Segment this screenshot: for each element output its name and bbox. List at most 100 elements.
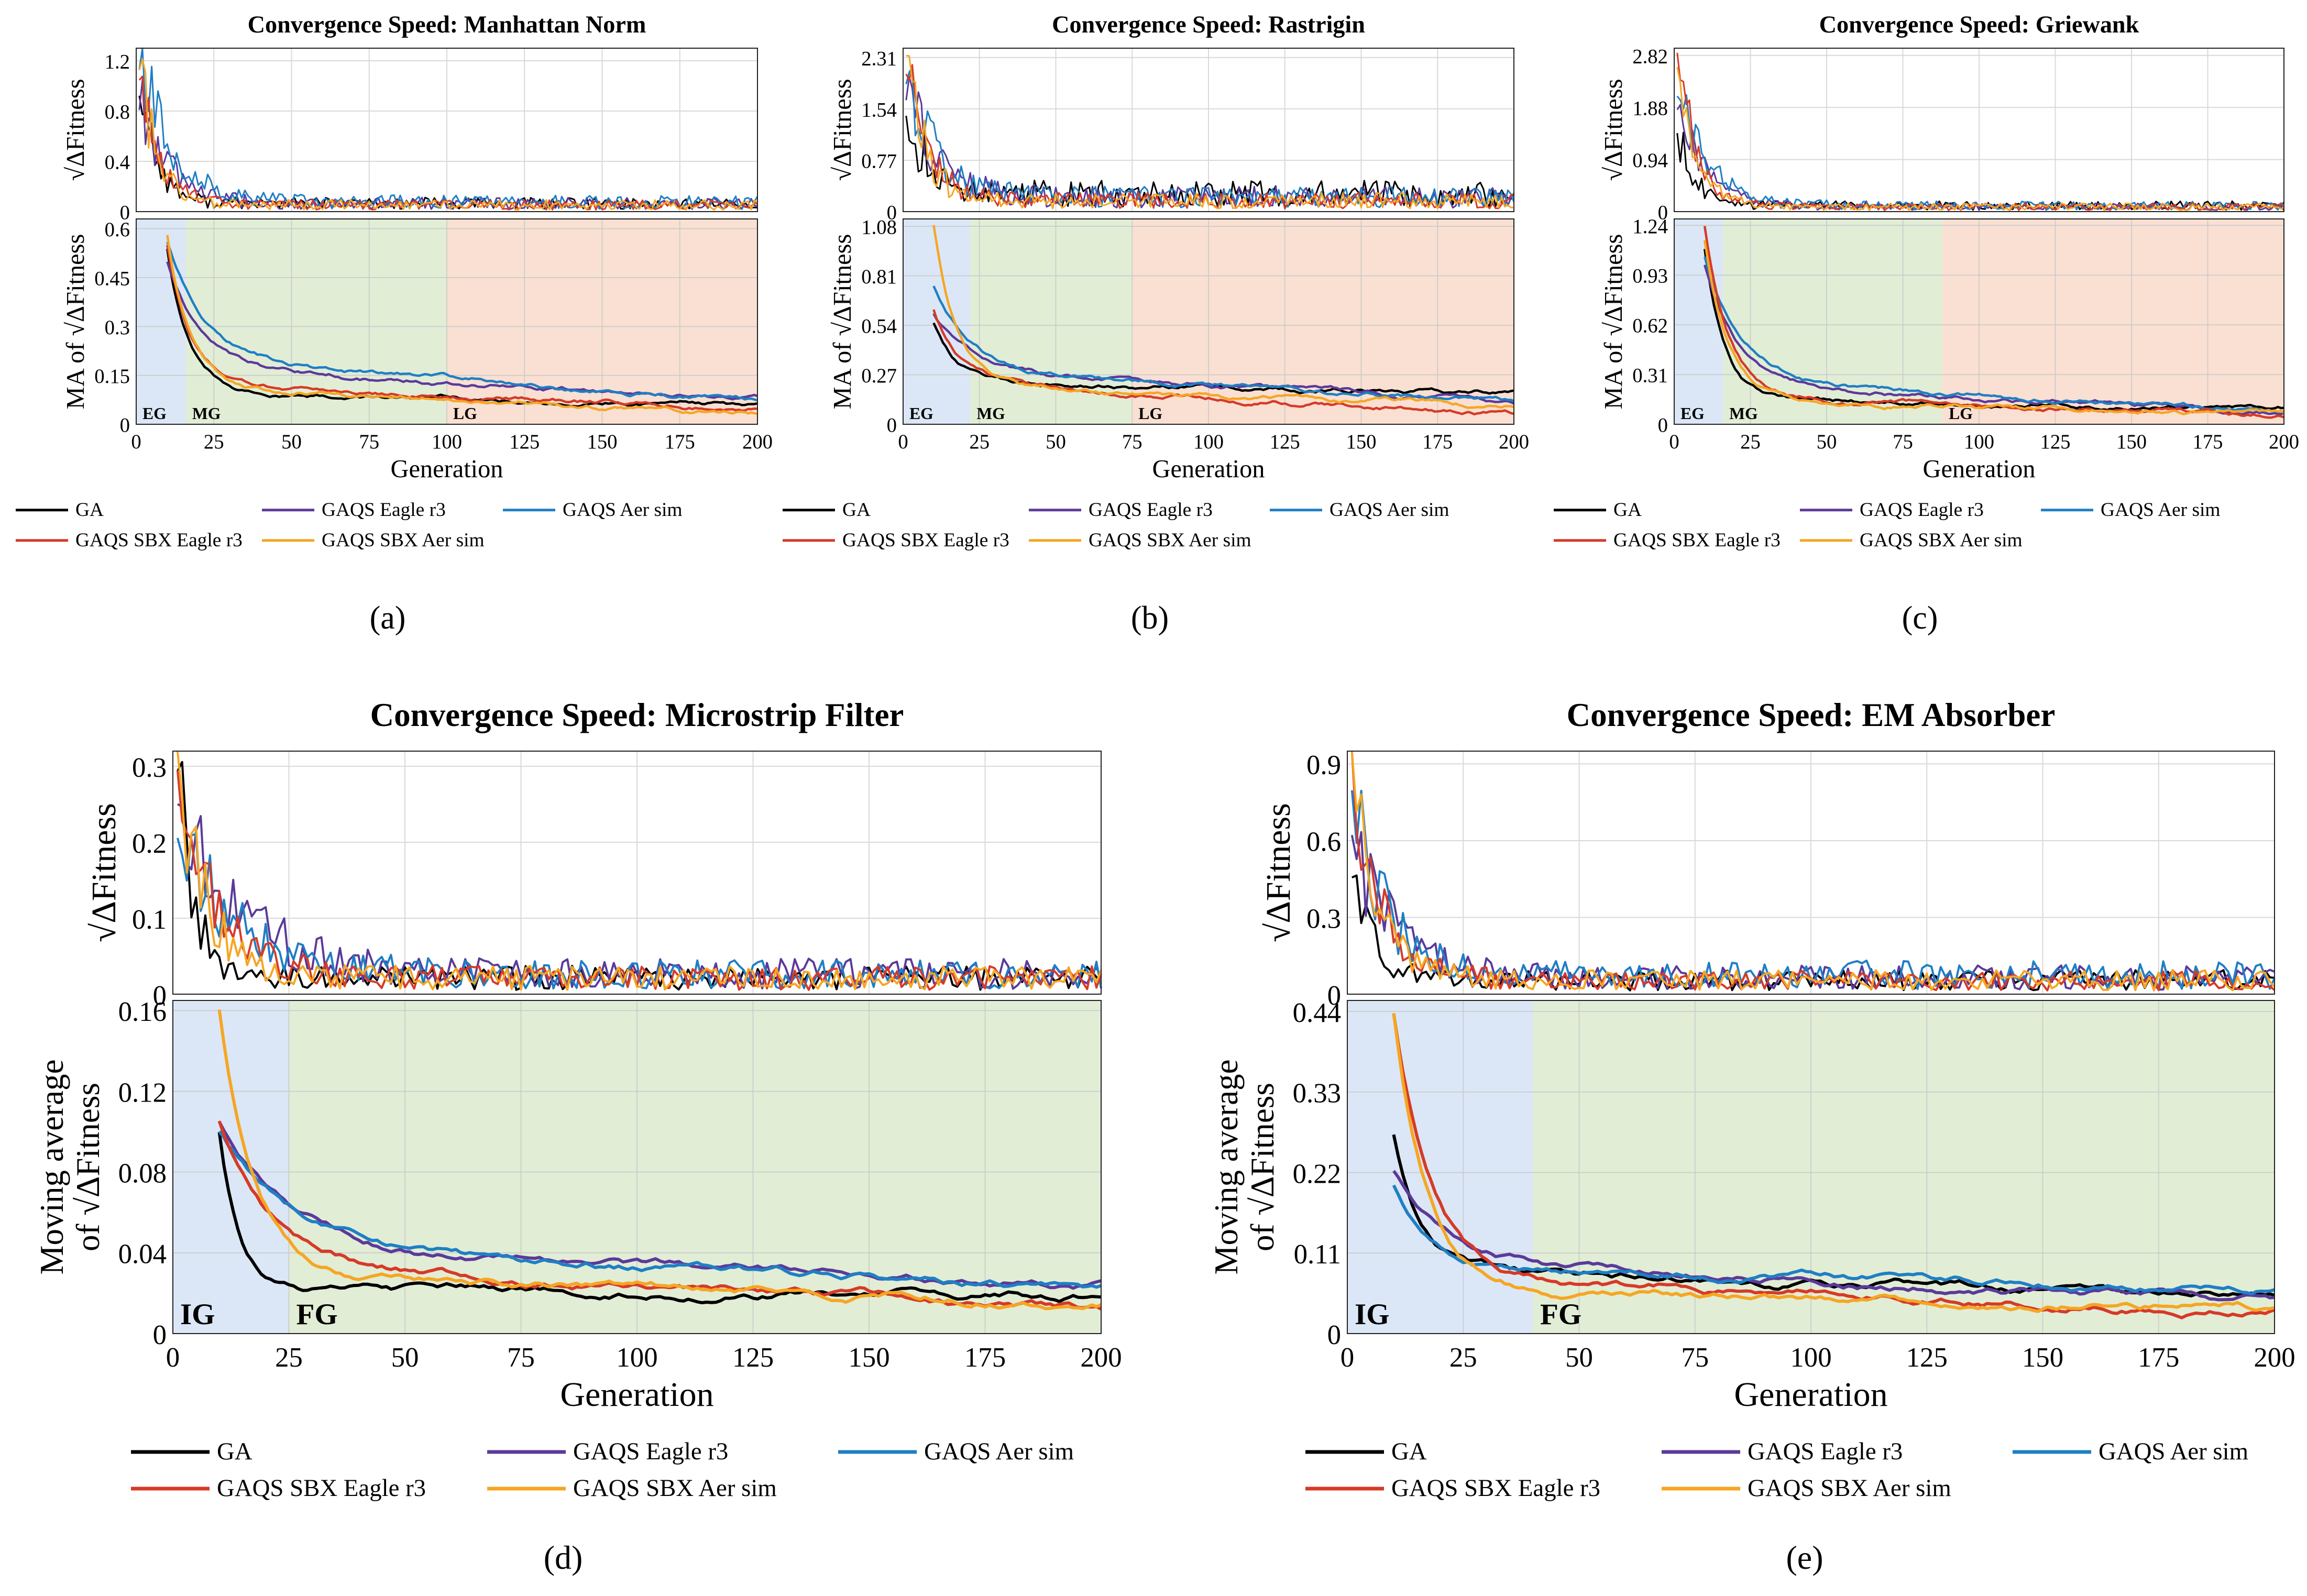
bottom-ytick-label: 0.3 [105,316,130,339]
top-series-ga [905,115,1515,208]
bottom-axes-frame [136,218,758,425]
xtick-label: 100 [432,431,462,453]
legend-label: GA [217,1438,252,1465]
bottom-axes-frame [172,1000,1102,1334]
top-ylabel: √ΔFitness [1600,79,1628,181]
bottom-ytick-label: 0.08 [118,1158,167,1188]
xtick-label: 100 [1193,431,1224,453]
legend: GA GAQS Eagle r3 GAQS Aer sim GAQS SBX Eagl… [1554,499,2221,551]
panel-sublabel: (e) [1786,1539,1823,1576]
legend-label: GA [842,499,871,521]
bottom-ylabel: Moving average of √ΔFitness [34,1059,106,1274]
bottom-ytick-label: 0.93 [1632,265,1668,288]
legend-label: GAQS SBX Eagle r3 [1391,1474,1600,1502]
bottom-ylabel-text: MA of √ΔFitness [62,234,90,410]
ma-series-gaqs-aer-sim [166,241,758,402]
top-ytick-label: 0.77 [861,150,897,172]
ma-series-gaqs-aer-sim [1392,1184,2275,1296]
zone-lg [1942,219,2284,424]
top-series-gaqs-sbx-aer-sim [176,751,1102,991]
xtick-label: 150 [848,1342,889,1373]
bottom-ytick-label: 0.27 [861,365,897,387]
top-ylabel-text: √ΔFitness [829,79,856,181]
panel-sublabel: (a) [370,600,406,636]
top-ytick-label: 2.31 [861,47,897,70]
zone-label-lg: LG [453,404,477,423]
bottom-ytick-label: 0 [120,414,130,437]
xlabel: Generation [1923,455,2036,483]
zone-ig [173,1000,289,1334]
legend-label: GAQS SBX Aer sim [1860,530,2023,551]
zone-eg [1674,219,1723,424]
xtick-label: 200 [1499,431,1529,453]
xtick-label: 100 [616,1342,657,1373]
xtick-label: 75 [507,1342,535,1373]
legend-label: GAQS SBX Aer sim [322,530,485,551]
xtick-label: 125 [1270,431,1300,453]
zone-ig [1347,1000,1533,1334]
ma-series-gaqs-sbx-aer-sim [1703,240,2285,415]
zone-label-mg: MG [976,404,1005,423]
top-ytick-label: 0 [120,202,130,224]
top-series-gaqs-aer-sim [905,67,1515,208]
zone-mg [1723,219,1943,424]
bottom-ytick-label: 0.44 [1293,998,1341,1028]
chart-title: Convergence Speed: Griewank [1819,11,2139,38]
top-ylabel: √ΔFitness [62,79,90,181]
chart-d: Convergence Speed: Microstrip Filter00.1… [34,697,1122,1576]
zone-label-ig: IG [1355,1298,1390,1331]
legend-label: GAQS SBX Eagle r3 [75,530,243,551]
top-ytick-label: 0.1 [132,905,167,935]
top-axes-frame [1674,48,2284,212]
top-series-gaqs-sbx-eagle-r3 [138,75,758,211]
top-ylabel: √ΔFitness [85,803,123,942]
chart-title: Convergence Speed: Manhattan Norm [248,11,646,38]
bottom-ytick-label: 1.08 [861,216,897,239]
xtick-label: 75 [359,431,379,453]
bottom-ylabel-line2: of √ΔFitness [70,1083,106,1251]
chart-title: Convergence Speed: EM Absorber [1567,697,2056,733]
bottom-ylabel-line2: of √ΔFitness [1244,1083,1281,1251]
top-ytick-label: 0 [1658,202,1668,224]
top-ytick-label: 0 [887,202,897,224]
top-ytick-label: 0.94 [1632,149,1668,172]
zone-mg [185,219,447,424]
xtick-label: 150 [2116,431,2147,453]
chart-b: Convergence Speed: Rastrigin 0 0.77 1.54 2.3… [783,11,1529,636]
legend-label: GAQS Eagle r3 [1748,1438,1903,1465]
xtick-label: 50 [391,1342,419,1373]
legend-label: GAQS SBX Aer sim [1089,530,1251,551]
top-ytick-label: 0.8 [105,101,130,124]
bottom-ylabel-line1: Moving average [34,1059,70,1274]
xtick-label: 175 [2138,1342,2179,1373]
zone-label-ig: IG [180,1298,215,1331]
top-series-gaqs-sbx-aer-sim [906,54,1514,210]
top-ytick-label: 0.3 [1306,904,1341,934]
bottom-ytick-label: 0.12 [118,1077,167,1108]
xtick-label: 0 [898,431,908,453]
legend-label: GAQS SBX Aer sim [1748,1474,1951,1502]
xtick-label: 75 [1681,1342,1709,1373]
ma-series-gaqs-sbx-eagle-r3 [166,245,758,412]
xlabel: Generation [560,1375,713,1414]
xtick-label: 25 [1449,1342,1477,1373]
zone-label-fg: FG [1540,1298,1581,1331]
top-ytick-label: 1.54 [861,98,897,121]
top-ytick-label: 2.82 [1632,45,1668,68]
top-series-gaqs-sbx-aer-sim [1676,67,2284,212]
bottom-ytick-label: 0 [1327,1320,1341,1350]
top-ytick-label: 0.9 [1306,750,1341,780]
ma-series-gaqs-sbx-aer-sim [166,235,758,415]
ma-series-gaqs-eagle-r3 [1392,1170,2275,1302]
xtick-label: 25 [275,1342,303,1373]
chart-c: Convergence Speed: Griewank 0 0.94 1.88 2.82… [1554,11,2299,636]
bottom-ytick-label: 0.62 [1632,315,1668,337]
zone-label-eg: EG [142,404,167,423]
xtick-label: 0 [1669,431,1679,453]
legend-label: GAQS Aer sim [2099,1438,2248,1465]
legend: GA GAQS Eagle r3 GAQS Aer sim GAQS SBX Eagl… [783,499,1449,551]
xtick-label: 175 [1422,431,1453,453]
bottom-axes-frame [1674,218,2284,425]
